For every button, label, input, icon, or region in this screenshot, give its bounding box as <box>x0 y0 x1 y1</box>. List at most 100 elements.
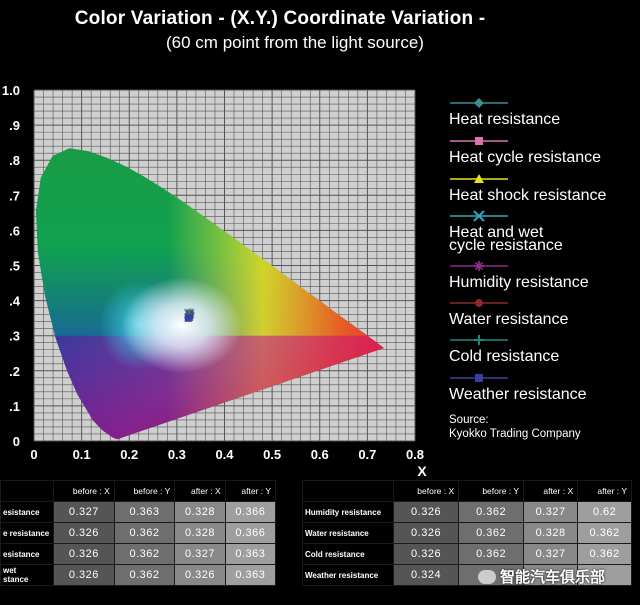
x-axis-label: X <box>417 463 427 479</box>
legend-marker <box>473 210 485 222</box>
table-row-label: esistance <box>0 543 54 565</box>
x-tick-label: 0.6 <box>311 447 329 462</box>
x-tick-label: 0.7 <box>358 447 376 462</box>
table-cell: 0.363 <box>224 543 277 565</box>
table-row-label: esistance <box>0 501 54 523</box>
table-cell: 0.362 <box>577 522 632 544</box>
source-label: Source: <box>449 414 489 426</box>
table-cell: 0.362 <box>113 522 176 544</box>
legend-marker <box>474 335 484 345</box>
table-cell: 0.362 <box>113 564 176 586</box>
table-header: before : X <box>53 480 115 502</box>
chart-title: Color Variation - (X.Y.) Coordinate Vari… <box>74 8 486 29</box>
table-cell: 0.362 <box>113 543 176 565</box>
x-tick-label: 0.3 <box>168 447 186 462</box>
legend-marker <box>474 174 484 183</box>
table-row-label: Weather resistance <box>302 564 394 586</box>
table-row: Cold resistance 0.326 0.362 0.327 0.362 <box>302 543 632 565</box>
data-points <box>184 308 195 322</box>
y-tick-label: 1.0 <box>2 83 20 98</box>
table-cell: 0.363 <box>113 501 176 523</box>
legend-label: Heat cycle resistance <box>449 149 602 166</box>
table-row: esistance 0.327 0.363 0.328 0.366 <box>0 501 277 523</box>
x-tick-label: 0 <box>30 447 37 462</box>
table-cell: 0.326 <box>174 564 226 586</box>
table-row: wet stance 0.326 0.362 0.326 0.363 <box>0 564 277 586</box>
axis-ticks: 0 0.1 0.2 0.3 0.4 0.5 0.6 0.7 0.80.1.2.3.4.5.6.7… <box>2 83 427 479</box>
table-row-label: Water resistance <box>302 522 394 544</box>
table-cell: 0.366 <box>224 501 277 523</box>
watermark: 智能汽车俱乐部 <box>478 566 605 587</box>
table-cell <box>577 564 632 586</box>
table-row: Humidity resistance 0.326 0.362 0.327 0.62 <box>302 501 632 523</box>
table-header: after : Y <box>577 480 632 502</box>
y-tick-label: .9 <box>9 118 20 133</box>
table-header: after : Y <box>224 480 277 502</box>
legend-label: Cold resistance <box>449 348 560 365</box>
source-company: Kyokko Trading Company <box>449 428 581 440</box>
y-tick-label: 0 <box>13 434 20 449</box>
table-cell: 0.326 <box>392 543 460 565</box>
table-cell <box>523 564 579 586</box>
table-cell: 0.326 <box>392 522 460 544</box>
table-header: after : X <box>174 480 226 502</box>
table-row-label: wet stance <box>0 564 54 586</box>
x-tick-label: 0.2 <box>120 447 138 462</box>
table-row: Water resistance 0.326 0.362 0.328 0.362 <box>302 522 632 544</box>
table-row-label: Humidity resistance <box>302 501 394 523</box>
legend-marker <box>475 374 483 382</box>
table-cell: 0.328 <box>174 522 226 544</box>
legend-marker <box>475 137 483 145</box>
y-tick-label: .8 <box>9 153 20 168</box>
table-cell: 0.327 <box>174 543 226 565</box>
x-tick-label: 0.8 <box>406 447 424 462</box>
table-cell: 0.324 <box>392 564 460 586</box>
y-tick-label: .6 <box>9 223 20 238</box>
table-cell: 0.326 <box>392 501 460 523</box>
table-corner <box>302 480 394 502</box>
table-cell: 0.366 <box>224 522 277 544</box>
point-weather-resistance-after <box>185 313 193 322</box>
y-tick-label: .1 <box>9 399 20 414</box>
legend-label: Heat resistance <box>449 111 561 128</box>
chart-subtitle: (60 cm point from the light source) <box>166 33 424 52</box>
legend-label: Humidity resistance <box>449 274 589 291</box>
table-cell: 0.363 <box>224 564 277 586</box>
table-cell: 0.362 <box>458 543 525 565</box>
y-tick-label: .5 <box>9 259 20 274</box>
table-header: before : Y <box>113 480 176 502</box>
table-cell: 0.326 <box>53 564 115 586</box>
table-header: after : X <box>523 480 579 502</box>
table-cell: 0.362 <box>577 543 632 565</box>
y-tick-label: .2 <box>9 364 20 379</box>
table-header: before : Y <box>458 480 525 502</box>
legend-marker <box>474 98 484 108</box>
x-tick-label: 0.5 <box>263 447 281 462</box>
y-tick-label: .4 <box>9 294 21 309</box>
legend-label: Heat shock resistance <box>449 187 607 204</box>
x-tick-label: 0.4 <box>215 447 234 462</box>
y-tick-label: .7 <box>9 188 20 203</box>
legend-label: Heat and wet <box>449 224 544 241</box>
table-row: e resistance 0.326 0.362 0.328 0.366 <box>0 522 277 544</box>
table-cell: 0.327 <box>523 501 579 523</box>
table-cell: 0.362 <box>458 501 525 523</box>
table-header: before : X <box>392 480 460 502</box>
legend-label: Water resistance <box>449 311 569 328</box>
legend-label: Weather resistance <box>449 386 587 403</box>
table-cell: 0.328 <box>174 501 226 523</box>
x-tick-label: 0.1 <box>73 447 91 462</box>
legend-label: cycle resistance <box>449 237 563 254</box>
table-corner <box>0 480 54 502</box>
table-cell: 0.62 <box>577 501 632 523</box>
table-cell: 0.326 <box>53 543 115 565</box>
table-cell: 0.328 <box>523 522 579 544</box>
table-cell: 0.362 <box>458 522 525 544</box>
table-row: esistance 0.326 0.362 0.327 0.363 <box>0 543 277 565</box>
legend-marker <box>474 261 484 271</box>
legend-markers <box>450 98 508 382</box>
watermark-text: 智能汽车俱乐部 <box>500 569 606 586</box>
